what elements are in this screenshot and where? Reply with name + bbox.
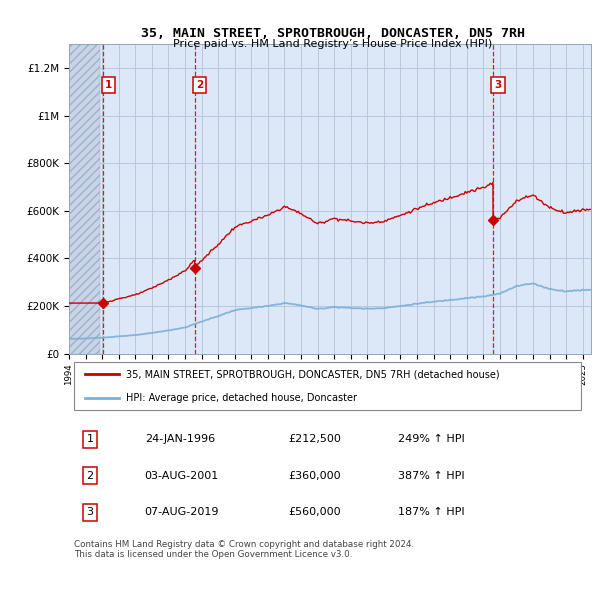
Text: 2: 2 bbox=[196, 80, 203, 90]
Text: 35, MAIN STREET, SPROTBROUGH, DONCASTER, DN5 7RH: 35, MAIN STREET, SPROTBROUGH, DONCASTER,… bbox=[141, 27, 525, 40]
Text: 24-JAN-1996: 24-JAN-1996 bbox=[145, 434, 215, 444]
Text: 3: 3 bbox=[86, 507, 94, 517]
Text: 187% ↑ HPI: 187% ↑ HPI bbox=[398, 507, 464, 517]
Text: 387% ↑ HPI: 387% ↑ HPI bbox=[398, 471, 464, 481]
Text: 3: 3 bbox=[494, 80, 502, 90]
Text: 1: 1 bbox=[104, 80, 112, 90]
Text: 03-AUG-2001: 03-AUG-2001 bbox=[145, 471, 219, 481]
Text: 1: 1 bbox=[86, 434, 94, 444]
FancyBboxPatch shape bbox=[74, 362, 581, 410]
Text: Contains HM Land Registry data © Crown copyright and database right 2024.
This d: Contains HM Land Registry data © Crown c… bbox=[74, 540, 415, 559]
Text: £212,500: £212,500 bbox=[288, 434, 341, 444]
Text: 249% ↑ HPI: 249% ↑ HPI bbox=[398, 434, 464, 444]
Text: £560,000: £560,000 bbox=[288, 507, 341, 517]
Text: HPI: Average price, detached house, Doncaster: HPI: Average price, detached house, Donc… bbox=[127, 393, 358, 402]
Text: 35, MAIN STREET, SPROTBROUGH, DONCASTER, DN5 7RH (detached house): 35, MAIN STREET, SPROTBROUGH, DONCASTER,… bbox=[127, 369, 500, 379]
Text: £360,000: £360,000 bbox=[288, 471, 341, 481]
Bar bbox=[69, 44, 100, 353]
Text: Price paid vs. HM Land Registry’s House Price Index (HPI): Price paid vs. HM Land Registry’s House … bbox=[173, 39, 493, 49]
Text: 07-AUG-2019: 07-AUG-2019 bbox=[145, 507, 219, 517]
Text: 2: 2 bbox=[86, 471, 94, 481]
